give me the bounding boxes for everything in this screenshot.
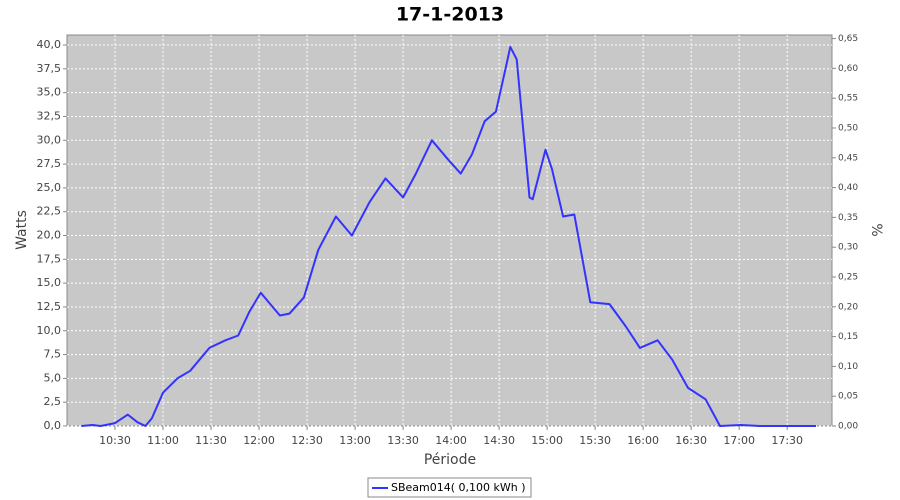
x-axis-label: Période <box>424 452 476 468</box>
y-tick-label: 20,0 <box>37 229 62 242</box>
y2-tick-label: 0,35 <box>838 213 858 223</box>
y2-tick-label: 0,05 <box>838 392 858 402</box>
series-line <box>81 45 816 427</box>
y2-tick-label: 0,00 <box>838 422 858 432</box>
y-tick-label: 2,5 <box>44 395 62 408</box>
x-tick-label: 15:30 <box>579 434 611 447</box>
y-tick-label: 32,5 <box>37 109 62 122</box>
x-tick-label: 13:00 <box>339 434 371 447</box>
y-tick-label: 22,5 <box>37 205 62 218</box>
x-tick-label: 17:30 <box>771 434 803 447</box>
y-tick-label: 12,5 <box>37 300 62 313</box>
x-tick-label: 17:00 <box>723 434 755 447</box>
y2-tick-label: 0,65 <box>838 34 858 44</box>
y-tick-label: 35,0 <box>37 86 62 99</box>
y2-tick-label: 0,40 <box>838 183 858 193</box>
x-tick-label: 16:30 <box>675 434 707 447</box>
y2-tick-label: 0,10 <box>838 362 858 372</box>
y-tick-label: 40,0 <box>37 38 62 51</box>
y2-tick-label: 0,45 <box>838 153 858 163</box>
y-tick-label: 15,0 <box>37 276 62 289</box>
y-axis-label: Watts <box>14 210 30 250</box>
y-tick-label: 37,5 <box>37 62 62 75</box>
x-tick-label: 10:30 <box>99 434 131 447</box>
x-tick-label: 12:30 <box>291 434 323 447</box>
y2-tick-label: 0,20 <box>838 302 858 312</box>
y-tick-label: 17,5 <box>37 252 62 265</box>
legend <box>367 477 532 498</box>
y-tick-label: 10,0 <box>37 324 62 337</box>
y2-axis-label: % <box>868 223 884 236</box>
y2-tick-label: 0,25 <box>838 272 858 282</box>
x-tick-label: 12:00 <box>243 434 275 447</box>
chart-title: 17-1-2013 <box>396 4 504 26</box>
x-tick-label: 14:00 <box>435 434 467 447</box>
x-tick-label: 13:30 <box>387 434 419 447</box>
y-tick-label: 30,0 <box>37 133 62 146</box>
y2-tick-label: 0,55 <box>838 94 858 104</box>
y2-tick-label: 0,60 <box>838 64 858 74</box>
x-tick-label: 11:00 <box>147 434 179 447</box>
x-tick-label: 14:30 <box>483 434 515 447</box>
y-tick-label: 5,0 <box>44 371 62 384</box>
y-tick-label: 27,5 <box>37 157 62 170</box>
y2-tick-label: 0,15 <box>838 332 858 342</box>
x-tick-label: 15:00 <box>531 434 563 447</box>
y2-tick-label: 0,50 <box>838 123 858 133</box>
x-tick-label: 11:30 <box>195 434 227 447</box>
y-tick-label: 7,5 <box>44 348 62 361</box>
y2-tick-label: 0,30 <box>838 243 858 253</box>
y-tick-label: 0,0 <box>44 419 62 432</box>
legend-label: SBeam014( 0,100 kWh ) <box>391 481 526 494</box>
y-tick-label: 25,0 <box>37 181 62 194</box>
x-tick-label: 16:00 <box>627 434 659 447</box>
plot-area <box>66 34 833 427</box>
